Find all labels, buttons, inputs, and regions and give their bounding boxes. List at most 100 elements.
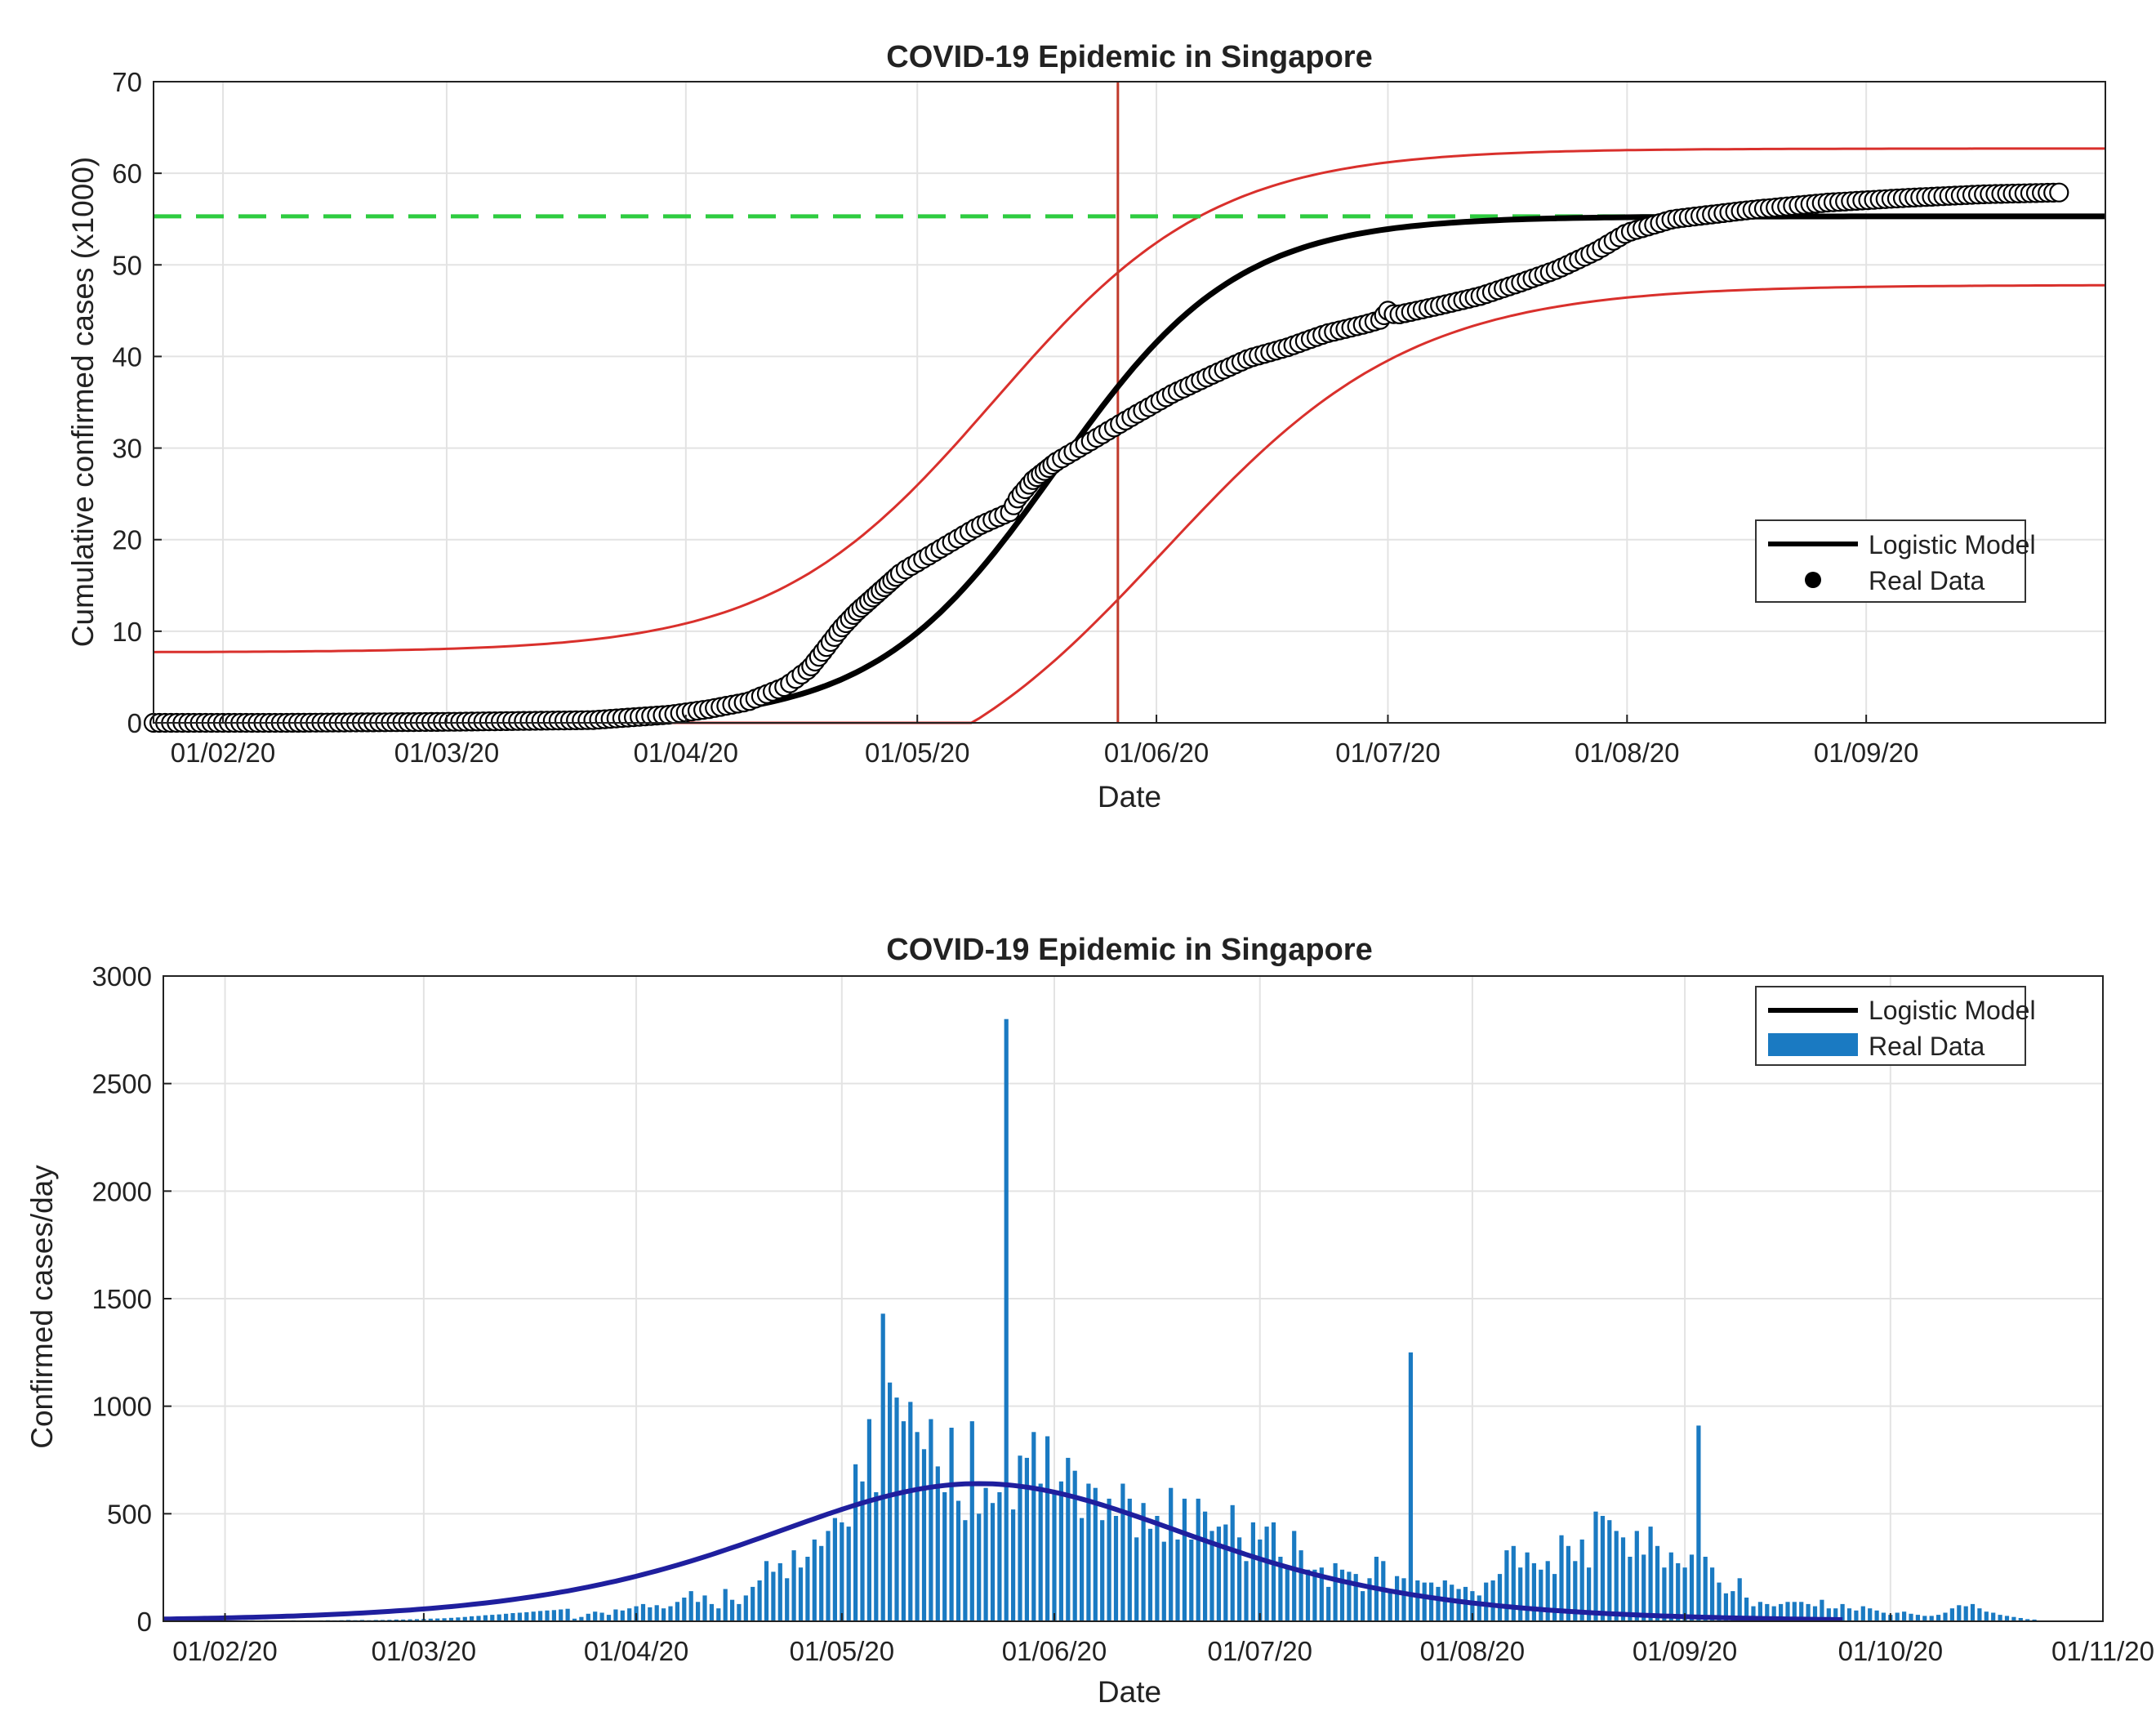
daily-bar xyxy=(504,1613,509,1621)
daily-bar xyxy=(1209,1531,1214,1621)
daily-bar xyxy=(921,1449,927,1621)
cumulative-chart-y-ticks: 0 10 20 30 40 50 60 70 xyxy=(112,67,162,738)
daily-bar xyxy=(1497,1574,1503,1621)
daily-bar xyxy=(551,1610,556,1621)
daily-bar xyxy=(929,1419,933,1621)
daily-bar xyxy=(1120,1483,1125,1621)
daily-bar xyxy=(1066,1457,1071,1621)
daily-chart-legend: Logistic Model Real Data xyxy=(1755,986,2036,1066)
daily-bar xyxy=(1587,1567,1592,1621)
daily-bar xyxy=(1353,1574,1358,1621)
daily-bar xyxy=(2025,1619,2030,1621)
daily-bar xyxy=(1237,1537,1242,1621)
daily-bar xyxy=(1292,1531,1297,1621)
daily-bar xyxy=(428,1618,433,1621)
daily-chart-y-ticks: 0 500 1000 1500 2000 2500 3000 xyxy=(92,961,172,1637)
daily-bar xyxy=(997,1492,1002,1621)
daily-bar xyxy=(888,1382,893,1621)
daily-bar xyxy=(791,1550,796,1621)
daily-bar xyxy=(1429,1582,1434,1621)
daily-bar xyxy=(606,1615,612,1621)
daily-bar xyxy=(1155,1516,1160,1621)
daily-bar xyxy=(1573,1561,1578,1621)
daily-bar xyxy=(771,1571,776,1621)
cumulative-chart-plot-area xyxy=(143,82,2105,733)
daily-bar xyxy=(627,1608,632,1621)
daily-bar xyxy=(1909,1613,1913,1621)
daily-bar xyxy=(1422,1582,1427,1621)
daily-bar xyxy=(696,1602,701,1621)
daily-bar xyxy=(757,1580,762,1621)
daily-bar xyxy=(1196,1498,1200,1621)
daily-bar xyxy=(894,1397,899,1621)
daily-bar xyxy=(1147,1528,1153,1621)
daily-bar xyxy=(483,1615,488,1621)
daily-bar xyxy=(414,1619,420,1621)
daily-bar xyxy=(1634,1531,1639,1621)
daily-bar xyxy=(524,1611,529,1621)
daily-bar xyxy=(1737,1578,1742,1621)
daily-bar xyxy=(702,1595,707,1621)
daily-bar xyxy=(1361,1591,1365,1621)
x-tick-label: 01/04/20 xyxy=(634,738,738,768)
daily-bar xyxy=(586,1613,590,1621)
daily-bar xyxy=(1915,1615,1920,1621)
x-tick-label: 01/09/20 xyxy=(1633,1636,1737,1666)
daily-bar xyxy=(1038,1483,1043,1621)
daily-bar xyxy=(990,1503,996,1621)
daily-bar xyxy=(1812,1606,1818,1621)
daily-bar xyxy=(1936,1615,1941,1621)
x-tick-label: 01/04/20 xyxy=(584,1636,688,1666)
daily-bar xyxy=(1258,1539,1263,1621)
daily-bar xyxy=(908,1402,913,1621)
daily-bar xyxy=(1395,1576,1400,1621)
daily-bar xyxy=(1991,1612,1996,1621)
x-tick-label: 01/06/20 xyxy=(1002,1636,1107,1666)
daily-bar xyxy=(579,1616,584,1621)
daily-bar xyxy=(1642,1554,1646,1621)
daily-bar xyxy=(462,1616,467,1621)
daily-bar xyxy=(1511,1545,1516,1621)
daily-bar xyxy=(963,1520,968,1621)
daily-bar xyxy=(764,1561,769,1621)
daily-bar xyxy=(538,1611,543,1621)
daily-bar xyxy=(1984,1611,1989,1621)
daily-bar xyxy=(1765,1603,1770,1621)
daily-bar xyxy=(1539,1569,1544,1621)
daily-bar xyxy=(668,1606,673,1621)
daily-bar xyxy=(1347,1571,1352,1621)
daily-bar xyxy=(1113,1516,1119,1621)
x-tick-label: 01/08/20 xyxy=(1420,1636,1525,1666)
daily-bar xyxy=(620,1610,625,1621)
daily-bar xyxy=(1216,1527,1221,1621)
daily-bar xyxy=(1998,1615,2002,1621)
daily-bar xyxy=(572,1618,577,1621)
daily-bar xyxy=(805,1557,810,1621)
daily-bar xyxy=(723,1589,728,1621)
x-tick-label: 01/06/20 xyxy=(1104,738,1209,768)
cumulative-chart-x-label: Date xyxy=(1098,780,1161,813)
daily-bar xyxy=(2011,1616,2016,1621)
x-tick-label: 01/07/20 xyxy=(1335,738,1440,768)
daily-bar xyxy=(819,1545,824,1621)
daily-bar xyxy=(1710,1567,1715,1621)
daily-bar xyxy=(880,1313,885,1621)
x-tick-label: 01/03/20 xyxy=(394,738,499,768)
daily-bar xyxy=(798,1567,804,1621)
daily-bar xyxy=(1298,1550,1303,1621)
legend-real-data-label: Real Data xyxy=(1869,1032,1985,1061)
daily-bar xyxy=(1072,1470,1077,1621)
daily-bar xyxy=(1895,1612,1900,1621)
daily-bar xyxy=(716,1608,721,1621)
daily-bar xyxy=(1134,1537,1139,1621)
daily-bar xyxy=(593,1611,598,1621)
daily-bar xyxy=(1668,1552,1673,1621)
daily-bar xyxy=(1175,1539,1180,1621)
daily-bar xyxy=(874,1492,879,1621)
daily-bar xyxy=(826,1531,831,1621)
daily-bar xyxy=(853,1464,858,1621)
x-tick-label: 01/05/20 xyxy=(790,1636,894,1666)
daily-bar xyxy=(531,1611,536,1621)
daily-bar xyxy=(1922,1616,1927,1621)
